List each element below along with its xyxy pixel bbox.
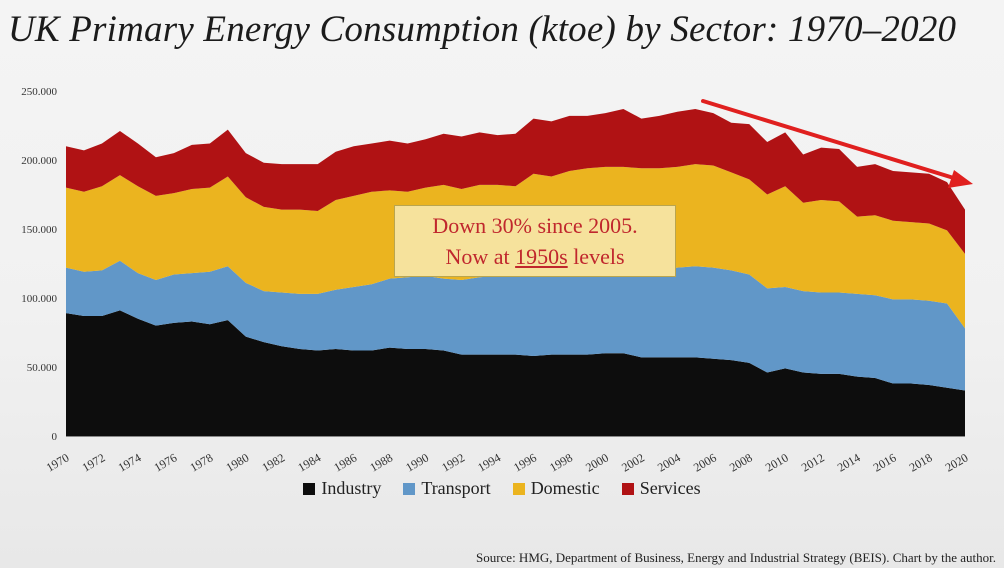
area-transport xyxy=(66,260,965,391)
x-tick-label: 2008 xyxy=(727,450,755,474)
callout-prefix: Now at xyxy=(445,244,516,269)
y-tick-label: 0 xyxy=(52,431,58,443)
x-tick-label: 2002 xyxy=(619,450,647,474)
y-tick-label: 250.000 xyxy=(21,86,57,98)
callout-box: Down 30% since 2005. Now at 1950s levels xyxy=(394,205,676,277)
legend-swatch xyxy=(512,482,525,495)
y-axis: 0 50.000 100.000 150.000 200.000 250.000 xyxy=(21,86,57,443)
x-tick-label: 1972 xyxy=(80,450,108,474)
y-tick-label: 50.000 xyxy=(27,362,58,374)
x-tick-label: 1992 xyxy=(439,450,467,474)
legend-item-industry: Industry xyxy=(303,478,381,499)
x-tick-label: 1974 xyxy=(116,450,144,474)
chart-legend: Industry Transport Domestic Services xyxy=(0,478,1004,499)
x-tick-label: 2006 xyxy=(691,450,719,474)
x-tick-label: 1986 xyxy=(331,450,359,474)
y-tick-label: 150.000 xyxy=(21,224,57,236)
x-tick-label: 2012 xyxy=(799,450,827,474)
callout-underlined: 1950s xyxy=(515,244,568,269)
legend-label: Services xyxy=(639,478,701,498)
x-tick-label: 2000 xyxy=(583,450,611,474)
source-note: Source: HMG, Department of Business, Ene… xyxy=(475,550,996,565)
legend-item-services: Services xyxy=(621,478,701,499)
x-tick-label: 1970 xyxy=(44,450,72,474)
x-tick-label: 1994 xyxy=(475,450,503,474)
legend-item-domestic: Domestic xyxy=(512,478,600,499)
callout-line-1: Down 30% since 2005. xyxy=(432,213,638,238)
chart-title: UK Primary Energy Consumption (ktoe) by … xyxy=(8,9,957,50)
x-tick-label: 2014 xyxy=(835,450,863,474)
arrow-head xyxy=(948,170,973,188)
x-tick-label: 1976 xyxy=(152,450,180,474)
x-tick-label: 1998 xyxy=(547,450,575,474)
x-axis: 1970 1972 1974 1976 1978 1980 1982 1984 1986 1988… xyxy=(44,436,971,475)
x-tick-label: 1996 xyxy=(511,450,539,474)
legend-swatch xyxy=(403,482,416,495)
legend-label: Industry xyxy=(321,478,382,498)
x-tick-label: 1990 xyxy=(403,450,431,474)
decline-arrow xyxy=(701,99,973,188)
x-tick-label: 2010 xyxy=(763,450,791,474)
legend-item-transport: Transport xyxy=(403,478,491,499)
x-tick-label: 1984 xyxy=(295,450,323,474)
area-services xyxy=(66,108,965,254)
y-tick-label: 100.000 xyxy=(21,293,57,305)
x-tick-label: 1988 xyxy=(367,450,395,474)
y-tick-label: 200.000 xyxy=(21,155,57,167)
x-tick-label: 2018 xyxy=(907,450,935,474)
legend-label: Transport xyxy=(421,478,491,498)
callout-line-2: Now at 1950s levels xyxy=(445,241,624,272)
legend-swatch xyxy=(303,482,316,495)
x-tick-label: 2004 xyxy=(655,450,683,474)
arrow-shaft xyxy=(701,99,959,181)
legend-label: Domestic xyxy=(530,478,600,498)
x-tick-label: 1978 xyxy=(188,450,216,474)
x-tick-label: 2020 xyxy=(943,450,971,474)
callout-suffix: levels xyxy=(567,244,625,269)
area-industry xyxy=(66,310,965,436)
legend-swatch xyxy=(621,482,634,495)
x-tick-label: 2016 xyxy=(871,450,899,474)
x-tick-label: 1982 xyxy=(259,450,287,474)
x-tick-label: 1980 xyxy=(224,450,252,474)
